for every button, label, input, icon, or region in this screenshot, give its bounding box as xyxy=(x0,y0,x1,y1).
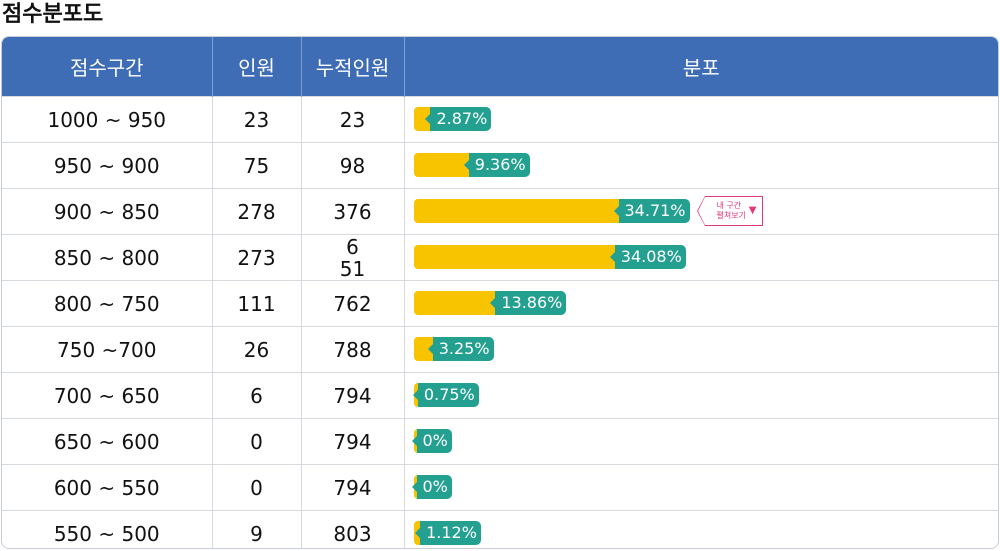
caret-down-icon: ▼ xyxy=(748,205,757,216)
range-cell: 650 ~ 600 xyxy=(2,418,213,465)
cumulative-cell: 762 xyxy=(301,280,405,327)
table-row: 700 ~ 650 6 794 0.75% xyxy=(2,372,998,419)
cumulative-cell: 803 xyxy=(301,510,405,548)
bar-fill xyxy=(413,245,623,269)
header-count: 인원 xyxy=(212,37,302,97)
cumulative-cell: 794 xyxy=(301,418,405,465)
score-distribution-table: 점수구간 인원 누적인원 분포 1000 ~ 950 23 23 2.87% 9… xyxy=(1,36,999,549)
cumulative-cell: 98 xyxy=(301,142,405,189)
bar-percent-label: 1.12% xyxy=(415,521,481,545)
distribution-cell: 34.08% xyxy=(404,234,998,281)
my-range-tag-line2: 펼쳐보기 xyxy=(716,211,746,220)
range-cell: 750 ~700 xyxy=(2,326,213,373)
table-row: 950 ~ 900 75 98 9.36% xyxy=(2,142,998,189)
bar-fill xyxy=(413,199,627,223)
cumulative-cell: 794 xyxy=(301,372,405,419)
my-range-tag-line1: 내 구간 xyxy=(716,201,742,210)
bar-percent-label: 2.87% xyxy=(425,107,492,131)
header-cumulative: 누적인원 xyxy=(301,37,405,97)
distribution-cell: 2.87% xyxy=(404,96,998,143)
count-cell: 23 xyxy=(212,96,302,143)
count-cell: 26 xyxy=(212,326,302,373)
header-distribution: 분포 xyxy=(404,37,998,97)
table-row: 600 ~ 550 0 794 0% xyxy=(2,464,998,511)
page-title: 점수분포도 xyxy=(2,2,104,27)
distribution-cell: 1.12% xyxy=(404,510,998,548)
range-cell: 800 ~ 750 xyxy=(2,280,213,327)
count-cell: 0 xyxy=(212,418,302,465)
table-row: 850 ~ 800 273 6 51 34.08% xyxy=(2,234,998,281)
distribution-cell: 13.86% xyxy=(404,280,998,327)
distribution-cell: 9.36% xyxy=(404,142,998,189)
table-row: 550 ~ 500 9 803 1.12% xyxy=(2,510,998,548)
header-range: 점수구간 xyxy=(2,37,213,97)
count-cell: 278 xyxy=(212,188,302,235)
distribution-cell: 0% xyxy=(404,418,998,465)
table-row: 900 ~ 850 278 376 34.71% 내 구간 펼쳐보기 ▼ xyxy=(2,188,998,235)
count-cell: 75 xyxy=(212,142,302,189)
range-cell: 950 ~ 900 xyxy=(2,142,213,189)
cumulative-cell: 6 51 xyxy=(301,234,405,281)
distribution-cell: 3.25% xyxy=(404,326,998,373)
table-header-row: 점수구간 인원 누적인원 분포 xyxy=(2,37,998,97)
distribution-cell: 0% xyxy=(404,464,998,511)
bar-percent-label: 0% xyxy=(411,429,452,453)
cumulative-cell: 788 xyxy=(301,326,405,373)
bar-percent-label: 13.86% xyxy=(490,291,567,315)
range-cell: 900 ~ 850 xyxy=(2,188,213,235)
count-cell: 9 xyxy=(212,510,302,548)
table-row: 800 ~ 750 111 762 13.86% xyxy=(2,280,998,327)
cumulative-line2: 51 xyxy=(339,256,366,281)
count-cell: 6 xyxy=(212,372,302,419)
cumulative-cell: 794 xyxy=(301,464,405,511)
range-cell: 700 ~ 650 xyxy=(2,372,213,419)
bar-percent-label: 0% xyxy=(411,475,452,499)
bar-percent-label: 9.36% xyxy=(463,153,530,177)
cumulative-cell: 376 xyxy=(301,188,405,235)
bar-percent-label: 0.75% xyxy=(412,383,479,407)
table-row: 650 ~ 600 0 794 0% xyxy=(2,418,998,465)
cumulative-cell: 23 xyxy=(301,96,405,143)
bar-percent-label: 34.08% xyxy=(609,245,686,269)
bar-percent-label: 3.25% xyxy=(427,337,494,361)
distribution-cell: 34.71% 내 구간 펼쳐보기 ▼ xyxy=(404,188,998,235)
count-cell: 0 xyxy=(212,464,302,511)
range-cell: 550 ~ 500 xyxy=(2,510,213,548)
table-row: 1000 ~ 950 23 23 2.87% xyxy=(2,96,998,143)
bar-fill xyxy=(413,291,504,315)
range-cell: 600 ~ 550 xyxy=(2,464,213,511)
table-row: 750 ~700 26 788 3.25% xyxy=(2,326,998,373)
bar-percent-label: 34.71% xyxy=(613,199,690,223)
count-cell: 273 xyxy=(212,234,302,281)
count-cell: 111 xyxy=(212,280,302,327)
my-range-expand-button[interactable]: 내 구간 펼쳐보기 ▼ xyxy=(696,196,763,226)
range-cell: 850 ~ 800 xyxy=(2,234,213,281)
cumulative-line1: 6 xyxy=(346,234,359,259)
distribution-cell: 0.75% xyxy=(404,372,998,419)
range-cell: 1000 ~ 950 xyxy=(2,96,213,143)
